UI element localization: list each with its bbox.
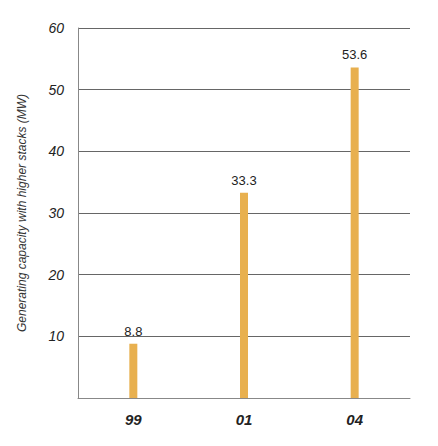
svg-text:99: 99: [125, 411, 142, 428]
svg-text:53.6: 53.6: [342, 47, 367, 62]
svg-text:50: 50: [48, 82, 64, 98]
svg-text:33.3: 33.3: [231, 173, 256, 188]
svg-text:Generating capacity with highe: Generating capacity with higher stacks (…: [15, 94, 29, 332]
svg-text:01: 01: [236, 411, 253, 428]
svg-text:60: 60: [48, 20, 64, 36]
svg-text:30: 30: [48, 205, 64, 221]
svg-text:40: 40: [48, 143, 64, 159]
svg-text:8.8: 8.8: [124, 324, 142, 339]
svg-text:10: 10: [48, 328, 64, 344]
svg-text:20: 20: [47, 267, 64, 283]
svg-text:04: 04: [346, 411, 363, 428]
